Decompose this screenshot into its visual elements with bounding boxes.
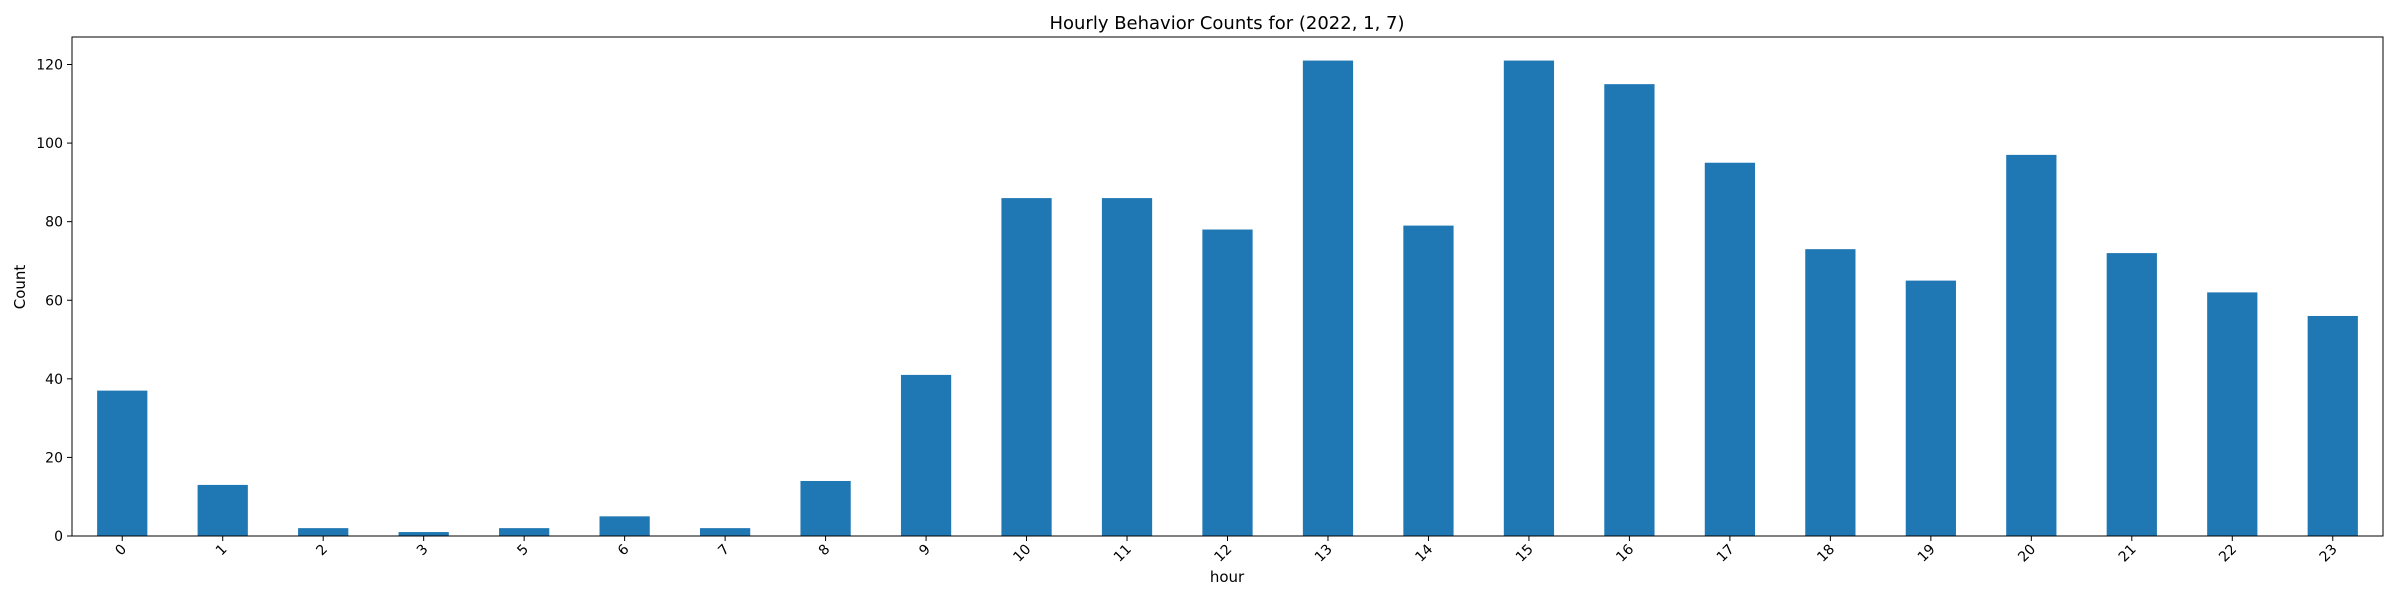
bar-hour-18 <box>1805 249 1856 537</box>
x-tick-label: 10 <box>1010 542 1034 566</box>
x-tick-label: 1 <box>213 542 231 560</box>
x-tick-label: 14 <box>1412 541 1436 565</box>
bar-hour-10 <box>1001 198 1052 536</box>
x-tick-label: 8 <box>816 542 834 560</box>
y-tick-label: 40 <box>45 372 63 388</box>
x-tick-label: 7 <box>715 542 733 560</box>
chart-title: Hourly Behavior Counts for (2022, 1, 7) <box>1049 13 1404 34</box>
x-tick-label: 0 <box>112 542 130 560</box>
bar-hour-2 <box>298 528 349 536</box>
x-tick-label: 2 <box>313 542 331 560</box>
x-tick-label: 16 <box>1613 541 1637 565</box>
x-tick-label: 9 <box>916 542 934 560</box>
x-tick-label: 15 <box>1513 542 1537 566</box>
y-axis-title: Count <box>11 265 29 310</box>
bar-hour-11 <box>1101 198 1153 536</box>
bar-hour-16 <box>1604 84 1655 537</box>
x-tick-label: 19 <box>1915 542 1939 566</box>
plot-frame <box>71 36 2384 537</box>
x-tick-label: 23 <box>2317 542 2341 566</box>
x-tick-label: 5 <box>514 542 532 560</box>
x-tick-label: 22 <box>2216 542 2240 566</box>
bar-hour-13 <box>1302 60 1354 537</box>
bar-hour-19 <box>1905 280 1956 536</box>
y-tick-label: 20 <box>45 450 63 466</box>
bar-hour-23 <box>2307 315 2358 536</box>
bar-hour-7 <box>699 528 751 536</box>
x-tick-label: 21 <box>2116 542 2140 566</box>
x-tick-label: 20 <box>2015 542 2039 566</box>
y-tick-label: 120 <box>36 58 63 74</box>
bar-hour-21 <box>2106 253 2157 536</box>
bar-hour-8 <box>800 480 851 536</box>
x-axis-ticks: 0 1 2 3 5 6 7 8 9 10 11 12 13 14 15 16 17 18 19 20 21 22 23 <box>112 536 2341 566</box>
bar-hour-14 <box>1403 225 1454 536</box>
x-axis-title: hour <box>1210 568 1245 586</box>
bar-hour-6 <box>599 516 650 536</box>
y-tick-label: 80 <box>45 215 63 231</box>
bar-hour-17 <box>1704 162 1756 536</box>
bar-hour-15 <box>1503 60 1555 537</box>
bar-hour-9 <box>900 374 952 536</box>
y-tick-label: 60 <box>45 293 63 309</box>
bar-hour-3 <box>398 532 449 536</box>
bar-hour-12 <box>1202 229 1253 536</box>
bar-hour-22 <box>2207 292 2258 536</box>
bar-hour-0 <box>97 390 148 536</box>
y-tick-label: 100 <box>36 136 63 152</box>
bar-hour-5 <box>499 528 550 536</box>
y-axis-ticks: 0 20 40 60 80 100 120 <box>36 58 72 545</box>
bars-group <box>97 60 2358 537</box>
x-tick-label: 17 <box>1714 542 1738 566</box>
x-tick-label: 18 <box>1814 542 1838 566</box>
bar-hour-1 <box>197 484 248 536</box>
x-tick-label: 11 <box>1111 542 1135 566</box>
x-tick-label: 6 <box>615 541 633 559</box>
bar-hour-20 <box>2006 154 2057 536</box>
x-tick-label: 12 <box>1211 542 1235 566</box>
y-tick-label: 0 <box>54 529 63 545</box>
x-tick-label: 3 <box>414 542 432 560</box>
x-tick-label: 13 <box>1312 542 1336 566</box>
